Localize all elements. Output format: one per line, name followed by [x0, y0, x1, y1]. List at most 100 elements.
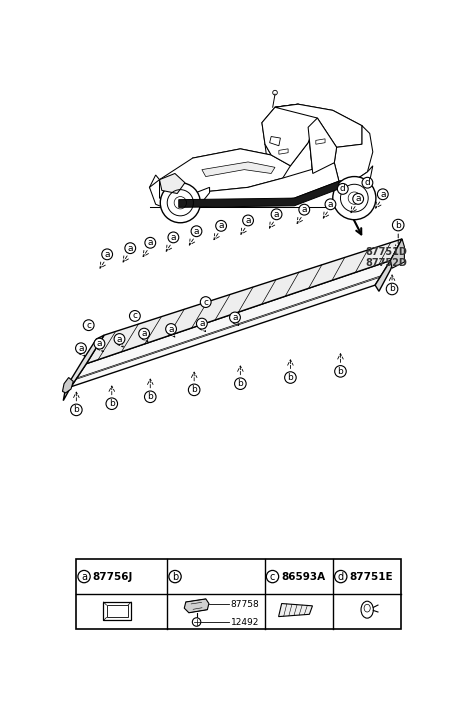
- Text: c: c: [132, 311, 137, 321]
- Text: b: b: [337, 367, 343, 376]
- Text: a: a: [141, 329, 147, 338]
- Polygon shape: [391, 239, 404, 268]
- Polygon shape: [202, 162, 275, 177]
- Circle shape: [353, 193, 363, 204]
- Polygon shape: [339, 166, 373, 193]
- Polygon shape: [279, 603, 313, 616]
- Polygon shape: [179, 181, 339, 207]
- Text: b: b: [172, 571, 178, 582]
- Text: a: a: [356, 194, 361, 204]
- Text: a: a: [128, 244, 133, 253]
- Polygon shape: [159, 163, 339, 204]
- Circle shape: [94, 338, 105, 349]
- Circle shape: [335, 571, 347, 583]
- Text: a: a: [274, 210, 279, 219]
- Circle shape: [243, 215, 254, 226]
- Polygon shape: [159, 149, 290, 193]
- Polygon shape: [86, 239, 402, 364]
- Text: a: a: [232, 313, 238, 322]
- Circle shape: [337, 183, 348, 194]
- Polygon shape: [150, 180, 210, 210]
- Text: a: a: [302, 205, 307, 214]
- Circle shape: [386, 284, 398, 294]
- Text: a: a: [104, 250, 110, 259]
- Text: b: b: [147, 393, 153, 401]
- Circle shape: [271, 209, 282, 220]
- Polygon shape: [63, 335, 104, 401]
- Polygon shape: [270, 137, 281, 145]
- Polygon shape: [275, 104, 362, 148]
- Polygon shape: [184, 599, 209, 613]
- Text: 87758: 87758: [231, 600, 260, 608]
- Circle shape: [144, 391, 156, 403]
- Circle shape: [333, 177, 376, 220]
- Circle shape: [75, 343, 86, 353]
- Polygon shape: [159, 174, 185, 193]
- Circle shape: [392, 220, 404, 231]
- Text: d: d: [364, 178, 370, 188]
- Text: a: a: [328, 200, 333, 209]
- Text: a: a: [380, 190, 385, 198]
- Circle shape: [106, 398, 117, 409]
- Text: a: a: [219, 221, 224, 230]
- Circle shape: [125, 243, 136, 254]
- Polygon shape: [316, 139, 325, 144]
- Text: a: a: [116, 334, 122, 344]
- Text: 12492: 12492: [231, 617, 259, 627]
- Text: b: b: [395, 220, 401, 230]
- Circle shape: [102, 249, 113, 260]
- Polygon shape: [107, 605, 128, 617]
- Text: a: a: [97, 340, 102, 348]
- Text: b: b: [191, 385, 197, 394]
- Circle shape: [377, 189, 388, 200]
- Circle shape: [325, 199, 336, 209]
- Circle shape: [267, 571, 279, 583]
- Circle shape: [70, 404, 82, 416]
- Circle shape: [216, 220, 226, 231]
- Text: a: a: [171, 233, 176, 242]
- Polygon shape: [71, 260, 391, 387]
- Polygon shape: [308, 118, 336, 174]
- Circle shape: [191, 226, 202, 236]
- Circle shape: [114, 334, 125, 345]
- Circle shape: [83, 320, 94, 331]
- Text: 87751D
87752D: 87751D 87752D: [365, 246, 407, 268]
- Text: a: a: [81, 571, 87, 582]
- Circle shape: [285, 371, 296, 383]
- Text: 87756J: 87756J: [93, 571, 133, 582]
- Text: a: a: [148, 238, 153, 247]
- Circle shape: [192, 618, 201, 626]
- Polygon shape: [62, 377, 73, 393]
- Circle shape: [78, 571, 90, 583]
- Circle shape: [197, 318, 207, 329]
- Polygon shape: [334, 126, 373, 181]
- Text: b: b: [389, 284, 395, 294]
- Polygon shape: [262, 104, 317, 166]
- Circle shape: [230, 312, 240, 323]
- Text: c: c: [203, 297, 208, 307]
- Text: 87751E: 87751E: [349, 571, 393, 582]
- Polygon shape: [279, 149, 288, 154]
- Text: b: b: [238, 379, 243, 388]
- Circle shape: [168, 232, 179, 243]
- Circle shape: [188, 384, 200, 395]
- Text: a: a: [245, 216, 251, 225]
- Text: b: b: [109, 399, 115, 408]
- Circle shape: [362, 177, 373, 188]
- Text: b: b: [288, 373, 293, 382]
- Text: a: a: [199, 319, 205, 328]
- Circle shape: [145, 238, 156, 248]
- Circle shape: [130, 310, 140, 321]
- Text: c: c: [86, 321, 91, 329]
- Circle shape: [335, 366, 346, 377]
- Circle shape: [234, 378, 246, 390]
- Text: a: a: [78, 344, 84, 353]
- Text: a: a: [194, 227, 199, 236]
- Text: 86593A: 86593A: [281, 571, 325, 582]
- Circle shape: [139, 329, 150, 339]
- Circle shape: [200, 297, 211, 308]
- Text: b: b: [74, 406, 79, 414]
- Polygon shape: [150, 175, 196, 200]
- Circle shape: [169, 571, 181, 583]
- Text: c: c: [270, 571, 275, 582]
